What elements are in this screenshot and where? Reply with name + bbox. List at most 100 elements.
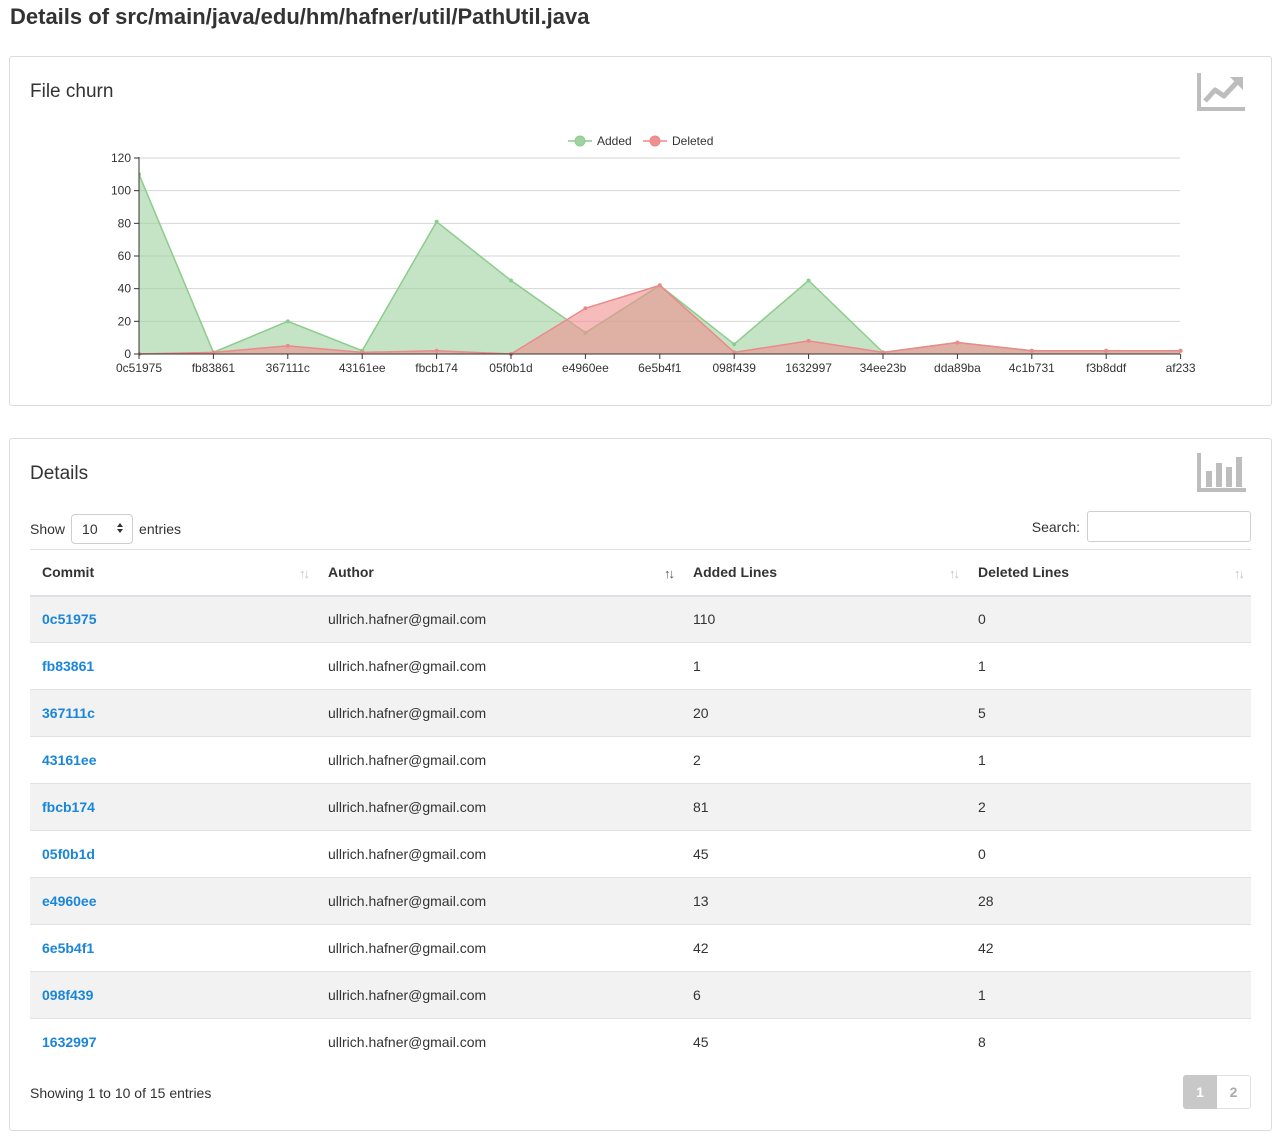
deleted-lines-cell: 28 <box>966 877 1251 925</box>
entries-label: entries <box>139 521 182 537</box>
commit-link[interactable]: fb83861 <box>42 658 95 674</box>
commit-link[interactable]: 1632997 <box>42 1034 97 1051</box>
data-point-deleted <box>360 350 365 355</box>
table-row: 05f0b1d ullrich.hafner@gmail.com 45 0 <box>30 830 1251 878</box>
x-tick-label: dda89ba <box>934 361 981 375</box>
file-churn-title: File churn <box>30 81 114 102</box>
commit-cell: fb83861 <box>30 642 316 690</box>
data-point-added <box>285 319 290 324</box>
x-tick-label: 367111c <box>266 361 310 375</box>
deleted-lines-cell: 1 <box>966 736 1251 784</box>
x-tick-label: af233 <box>1166 361 1196 375</box>
bar-chart-icon <box>1197 453 1247 498</box>
page-length-select[interactable]: 10 <box>71 514 134 544</box>
data-point-deleted <box>1104 348 1109 353</box>
commit-link[interactable]: fbcb174 <box>42 799 95 815</box>
added-lines-cell: 110 <box>681 595 966 643</box>
data-point-added <box>509 278 513 283</box>
data-point-deleted <box>657 283 662 288</box>
legend-marker <box>649 135 661 147</box>
deleted-lines-cell: 1 <box>966 971 1251 1019</box>
legend-label: Deleted <box>672 134 713 148</box>
data-point-added <box>806 278 811 283</box>
table-row: 43161ee ullrich.hafner@gmail.com 2 1 <box>30 736 1251 784</box>
page-title: Details of src/main/java/edu/hm/hafner/u… <box>10 4 590 29</box>
commit-cell: fbcb174 <box>30 783 316 831</box>
author-cell: ullrich.hafner@gmail.com <box>316 783 681 831</box>
select-arrows-icon <box>116 521 124 537</box>
line-chart-icon <box>1197 73 1247 116</box>
x-tick-label: 05f0b1d <box>489 361 532 375</box>
deleted-lines-cell: 8 <box>978 1034 986 1051</box>
sort-icon: ↑↓ <box>1234 566 1245 581</box>
x-tick-label: fb83861 <box>192 361 236 375</box>
page-button-1[interactable]: 1 <box>1183 1075 1217 1109</box>
page-length-value: 10 <box>82 521 98 537</box>
data-point-deleted <box>1178 348 1183 353</box>
x-tick-label: 098f439 <box>713 361 757 375</box>
commit-link[interactable]: 098f439 <box>42 987 94 1003</box>
added-lines-cell: 42 <box>681 924 966 972</box>
table-row: 098f439 ullrich.hafner@gmail.com 6 1 <box>30 971 1251 1019</box>
x-tick-label: 43161ee <box>339 361 386 375</box>
search-control: Search: <box>1032 511 1251 542</box>
added-lines-cell: 45 <box>693 1034 709 1051</box>
table-row: fb83861 ullrich.hafner@gmail.com 1 1 <box>30 642 1251 690</box>
y-tick-label: 60 <box>118 249 132 263</box>
commit-cell: e4960ee <box>30 877 316 925</box>
search-label: Search: <box>1031 518 1080 535</box>
commit-cell: 367111c <box>30 689 316 737</box>
table-row: 6e5b4f1 ullrich.hafner@gmail.com 42 42 <box>30 924 1251 972</box>
y-tick-label: 0 <box>124 347 131 361</box>
author-cell: ullrich.hafner@gmail.com <box>316 736 681 784</box>
commit-link[interactable]: 05f0b1d <box>42 846 95 862</box>
sort-icon: ↑↓ <box>299 566 310 581</box>
commit-link[interactable]: e4960ee <box>42 893 97 909</box>
x-tick-label: 6e5b4f1 <box>638 361 682 375</box>
details-title: Details <box>30 463 89 484</box>
table-row: e4960ee ullrich.hafner@gmail.com 13 28 <box>30 877 1251 925</box>
table-row: 1632997 ullrich.hafner@gmail.com 45 8 <box>30 1019 1251 1066</box>
data-point-added <box>732 342 737 347</box>
commit-link[interactable]: 43161ee <box>42 752 97 768</box>
x-tick-label: f3b8ddf <box>1086 361 1127 375</box>
commit-cell: 0c51975 <box>30 595 316 643</box>
column-header-commit[interactable]: Commit ↑↓ <box>30 549 316 597</box>
commit-cell: 1632997 <box>30 1019 316 1066</box>
legend-marker <box>574 135 586 147</box>
commit-cell: 6e5b4f1 <box>30 924 316 972</box>
table-row: 367111c ullrich.hafner@gmail.com 20 5 <box>30 689 1251 737</box>
x-tick-label: fbcb174 <box>415 361 458 375</box>
details-table: Commit ↑↓ Author ↑↓ Added Lines ↑↓ Delet… <box>30 549 1251 1066</box>
y-tick-label: 40 <box>118 282 132 296</box>
column-header-added-lines[interactable]: Added Lines ↑↓ <box>681 549 966 597</box>
search-input[interactable] <box>1087 511 1251 542</box>
deleted-lines-cell: 1 <box>966 642 1251 690</box>
author-cell: ullrich.hafner@gmail.com <box>316 689 681 737</box>
legend-label: Added <box>597 134 632 148</box>
commit-link[interactable]: 367111c <box>42 705 95 721</box>
sort-icon: ↑↓ <box>949 566 960 581</box>
added-lines-cell: 45 <box>681 830 966 878</box>
x-tick-label: e4960ee <box>562 361 609 375</box>
page-button-2[interactable]: 2 <box>1217 1075 1251 1109</box>
author-cell: ullrich.hafner@gmail.com <box>316 924 681 972</box>
commit-link[interactable]: 0c51975 <box>42 611 97 628</box>
deleted-lines-cell: 5 <box>966 689 1251 737</box>
deleted-lines-cell: 0 <box>966 830 1251 878</box>
table-info: Showing 1 to 10 of 15 entries <box>30 1085 212 1101</box>
author-cell: ullrich.hafner@gmail.com <box>316 595 681 643</box>
commit-cell: 05f0b1d <box>30 830 316 878</box>
column-header-deleted-lines[interactable]: Deleted Lines ↑↓ <box>966 549 1251 597</box>
author-cell: ullrich.hafner@gmail.com <box>328 1034 487 1051</box>
data-point-deleted <box>285 343 290 348</box>
commit-link[interactable]: 6e5b4f1 <box>42 940 95 956</box>
details-card: Details Show 10 entries Search: Commit <box>9 438 1272 1131</box>
column-header-author[interactable]: Author ↑↓ <box>316 549 681 597</box>
deleted-lines-cell: 0 <box>966 595 1251 643</box>
page-length-control: Show 10 entries <box>30 514 181 544</box>
x-tick-label: 4c1b731 <box>1009 361 1055 375</box>
x-tick-label: 0c51975 <box>116 361 162 375</box>
data-point-deleted <box>1029 348 1034 353</box>
added-lines-cell: 1 <box>681 642 966 690</box>
